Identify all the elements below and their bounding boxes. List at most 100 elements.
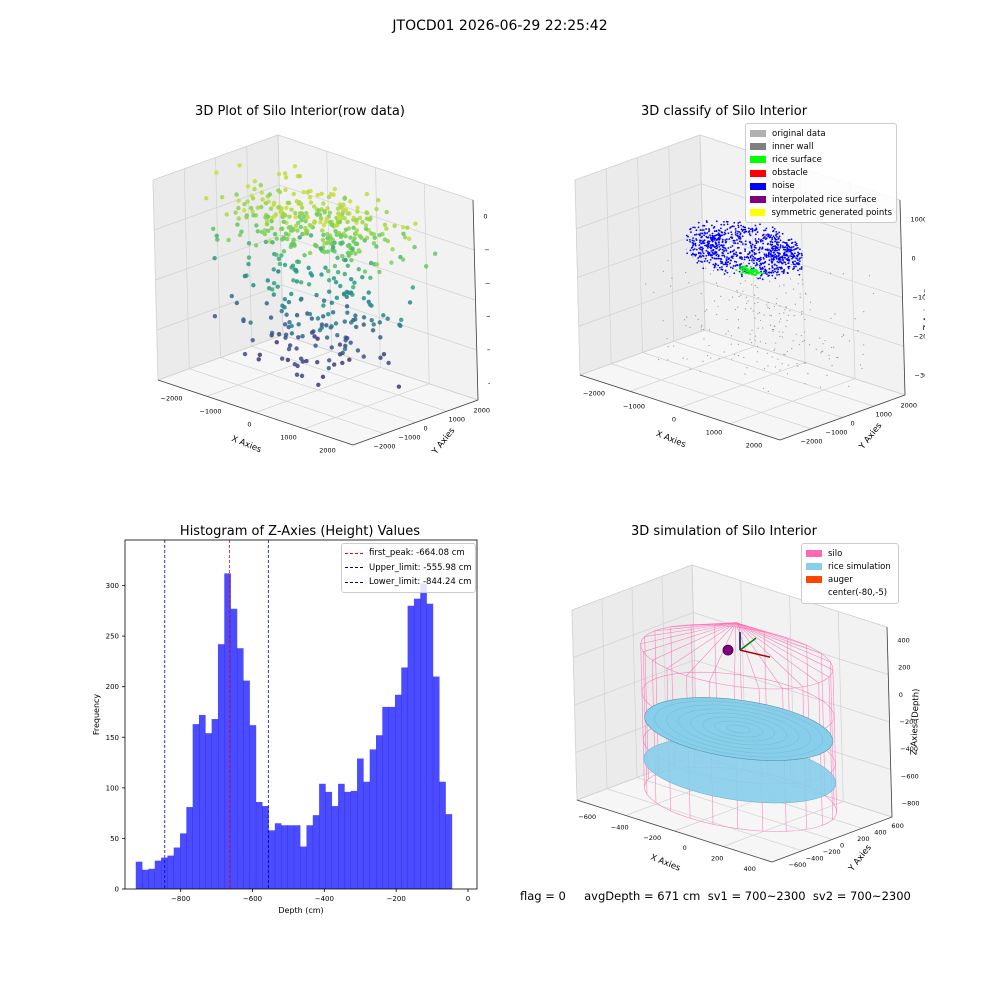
raw-point xyxy=(340,360,345,366)
original-point xyxy=(743,356,745,359)
noise-point xyxy=(789,255,792,257)
noise-point xyxy=(707,254,710,257)
noise-point xyxy=(791,257,793,260)
noise-point xyxy=(691,246,694,249)
original-point xyxy=(829,272,832,274)
raw-point xyxy=(305,189,311,195)
original-point xyxy=(666,337,668,340)
raw-point xyxy=(309,316,315,321)
raw-point xyxy=(299,296,304,302)
original-point xyxy=(790,264,792,266)
rice-surface-point xyxy=(753,270,756,273)
silo-roof-line xyxy=(735,622,765,633)
raw-point xyxy=(312,219,318,225)
legend-item: auger xyxy=(806,573,894,586)
noise-point xyxy=(720,262,723,265)
raw-point xyxy=(297,214,302,219)
noise-point xyxy=(730,233,733,236)
raw-point xyxy=(311,329,316,334)
raw-point xyxy=(320,228,325,233)
original-point xyxy=(667,259,669,262)
noise-point xyxy=(793,265,795,268)
histogram-bar xyxy=(432,676,440,889)
histogram-bar xyxy=(293,825,301,889)
noise-point xyxy=(756,263,759,266)
original-point xyxy=(783,284,785,286)
raw-point xyxy=(340,206,345,211)
original-point xyxy=(784,309,786,311)
original-point xyxy=(861,367,863,370)
histogram-bar xyxy=(268,830,276,889)
noise-point xyxy=(776,260,779,263)
noise-point xyxy=(717,264,720,267)
noise-point xyxy=(724,232,727,235)
raw-point xyxy=(277,189,283,195)
noise-point xyxy=(689,249,692,252)
original-point xyxy=(720,295,722,297)
raw-point xyxy=(289,323,294,329)
noise-point xyxy=(796,259,799,262)
raw-point xyxy=(287,319,292,325)
raw-point xyxy=(285,200,290,206)
noise-point xyxy=(753,253,756,256)
classify-z-label: Z Axies (Depth) xyxy=(922,264,925,331)
noise-point xyxy=(749,234,752,237)
noise-point xyxy=(785,253,788,256)
original-point xyxy=(805,361,807,364)
original-point xyxy=(653,291,655,294)
original-point xyxy=(725,333,727,335)
legend-item: first_peak: -664.08 cm xyxy=(345,546,472,561)
raw-point xyxy=(345,263,351,268)
raw-point xyxy=(340,215,345,221)
classify-z-tick: −1000 xyxy=(913,294,926,302)
noise-point xyxy=(778,248,780,251)
silo-strut xyxy=(640,643,645,787)
noise-point xyxy=(707,240,710,243)
noise-point xyxy=(723,231,726,234)
noise-point xyxy=(789,251,792,253)
noise-point xyxy=(787,262,790,265)
noise-point xyxy=(693,248,696,250)
noise-point xyxy=(748,262,750,265)
raw-point xyxy=(307,311,313,317)
silo-strut xyxy=(828,677,834,820)
noise-point xyxy=(781,262,783,265)
raw-point xyxy=(406,236,412,242)
legend-swatch xyxy=(750,196,766,204)
raw-point xyxy=(343,227,349,232)
noise-point xyxy=(710,247,712,250)
noise-point xyxy=(777,254,780,257)
noise-point xyxy=(773,251,776,254)
original-point xyxy=(800,334,802,337)
simulation-3d-plot[interactable]: −600−400−2000200400−600−400−200020040060… xyxy=(555,550,925,880)
raw-point xyxy=(412,244,417,250)
raw-point xyxy=(211,226,216,232)
original-point xyxy=(754,317,756,319)
raw-point xyxy=(325,235,330,241)
noise-point xyxy=(703,239,706,242)
classify-axis-line xyxy=(579,374,781,441)
raw-point xyxy=(410,285,416,290)
noise-point xyxy=(787,266,790,268)
raw-point xyxy=(351,225,356,231)
noise-point xyxy=(710,224,713,227)
raw-point xyxy=(259,190,264,195)
raw-point xyxy=(267,192,273,197)
noise-point xyxy=(726,223,729,226)
noise-point xyxy=(798,258,801,260)
raw-point xyxy=(413,221,418,226)
raw-point xyxy=(215,237,220,242)
original-point xyxy=(708,329,711,331)
original-point xyxy=(723,351,725,353)
noise-point xyxy=(753,262,755,265)
noise-point xyxy=(741,230,744,232)
noise-point xyxy=(796,244,798,247)
histogram-bar xyxy=(135,861,143,889)
raw-point xyxy=(257,352,263,358)
original-point xyxy=(762,327,764,329)
noise-point xyxy=(776,251,779,254)
noise-point xyxy=(688,238,691,241)
raw-y-tick: 2000 xyxy=(474,407,491,415)
noise-point xyxy=(710,238,713,241)
